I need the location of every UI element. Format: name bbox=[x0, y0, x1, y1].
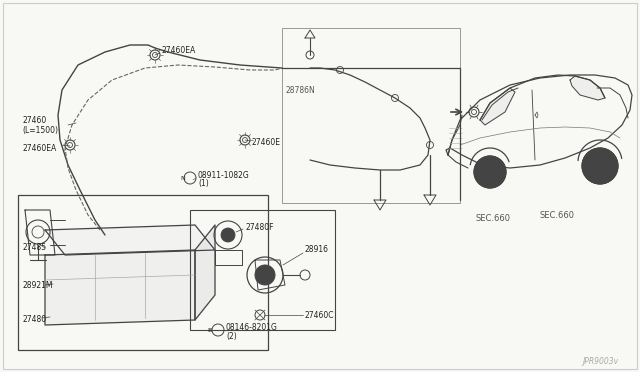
Text: 27480: 27480 bbox=[22, 315, 46, 324]
Polygon shape bbox=[480, 88, 515, 125]
Text: 27485: 27485 bbox=[22, 243, 46, 251]
Bar bbox=[282, 28, 460, 203]
Circle shape bbox=[582, 148, 618, 184]
Text: 28916: 28916 bbox=[305, 246, 329, 254]
Text: (1): (1) bbox=[198, 179, 209, 187]
Text: 27460C: 27460C bbox=[305, 311, 335, 320]
Text: 08911-1082G: 08911-1082G bbox=[198, 170, 250, 180]
Circle shape bbox=[255, 265, 275, 285]
Text: SEC.660: SEC.660 bbox=[540, 211, 575, 219]
Text: 28921M: 28921M bbox=[22, 280, 52, 289]
Circle shape bbox=[221, 228, 235, 242]
Text: JPR9003v: JPR9003v bbox=[582, 357, 618, 366]
Text: 27460EA: 27460EA bbox=[22, 144, 56, 153]
Text: 27480F: 27480F bbox=[245, 222, 273, 231]
Polygon shape bbox=[45, 225, 215, 255]
Text: 27460: 27460 bbox=[22, 115, 46, 125]
Text: SEC.660: SEC.660 bbox=[476, 214, 511, 222]
Text: N: N bbox=[180, 176, 186, 180]
Text: 27460E: 27460E bbox=[252, 138, 281, 147]
Polygon shape bbox=[195, 225, 215, 320]
Polygon shape bbox=[45, 250, 195, 325]
Text: (2): (2) bbox=[226, 331, 237, 340]
Text: 08146-8201G: 08146-8201G bbox=[226, 324, 278, 333]
Bar bbox=[18, 195, 268, 350]
Text: 28786N: 28786N bbox=[286, 86, 316, 94]
Polygon shape bbox=[570, 76, 605, 100]
Text: (L=1500): (L=1500) bbox=[22, 125, 58, 135]
Text: B: B bbox=[208, 327, 212, 333]
Circle shape bbox=[474, 156, 506, 188]
Text: 27460EA: 27460EA bbox=[162, 45, 196, 55]
Bar bbox=[190, 210, 335, 330]
